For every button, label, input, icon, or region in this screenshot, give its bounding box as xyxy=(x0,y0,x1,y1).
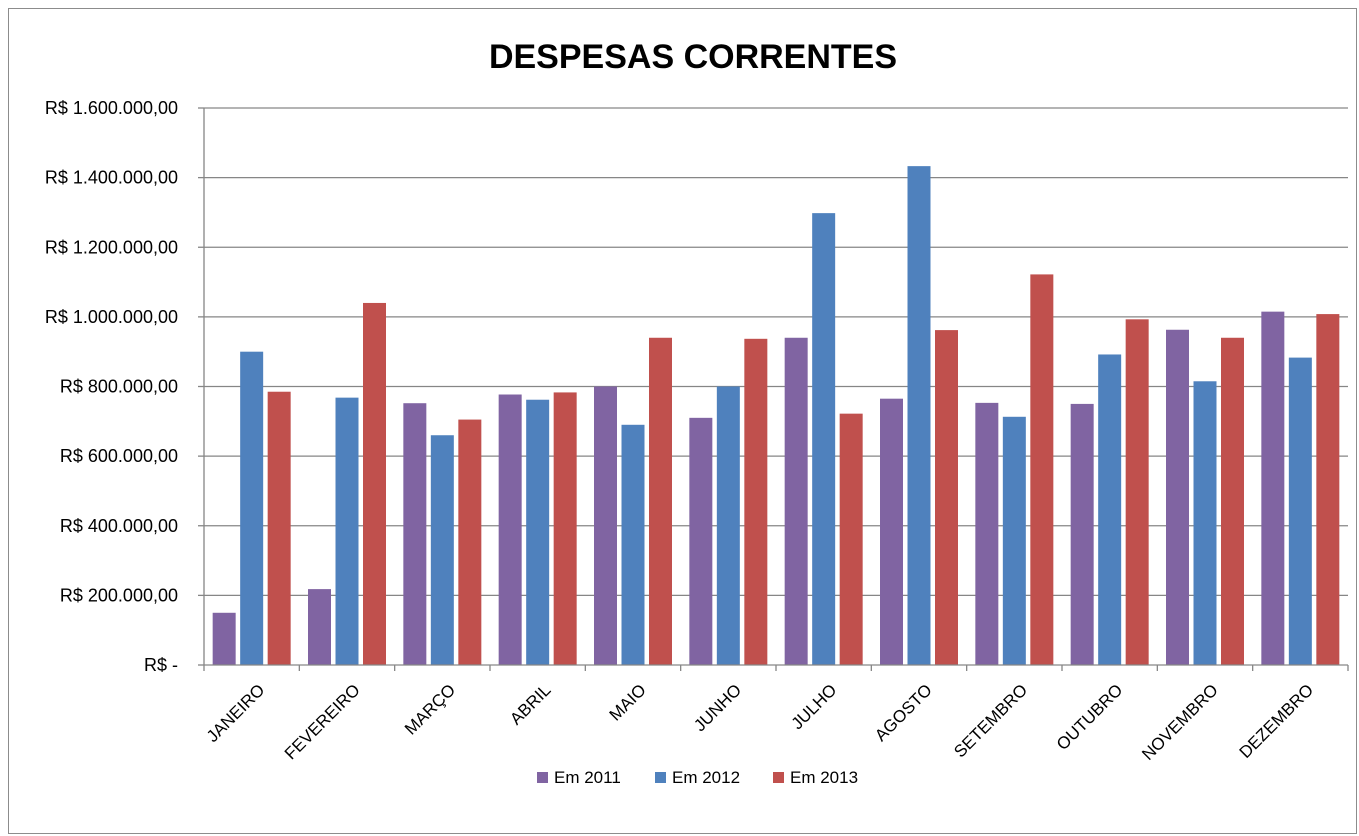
bar xyxy=(1288,357,1312,665)
bar xyxy=(689,417,713,665)
y-tick-label: R$ 600.000,00 xyxy=(60,446,178,466)
bar xyxy=(526,399,550,665)
bar xyxy=(240,351,264,665)
x-tick-label: AGOSTO xyxy=(871,680,936,745)
bar xyxy=(1098,354,1122,665)
bar xyxy=(1221,337,1244,665)
x-tick-label: JANEIRO xyxy=(203,680,269,746)
bar xyxy=(594,386,617,665)
x-tick-label: FEVEREIRO xyxy=(281,680,364,763)
x-tick-label: ABRIL xyxy=(506,680,554,728)
x-tick-label: MAIO xyxy=(606,680,650,724)
y-tick-label: R$ 800.000,00 xyxy=(60,377,178,397)
bar xyxy=(430,435,454,665)
y-tick-label: R$ 1.000.000,00 xyxy=(45,307,178,327)
bar xyxy=(784,337,808,665)
bar xyxy=(649,337,672,665)
bar xyxy=(1193,381,1217,665)
bar xyxy=(1125,319,1149,665)
legend-label: Em 2011 xyxy=(554,768,621,787)
bar xyxy=(907,166,931,665)
legend-swatch xyxy=(773,772,784,783)
y-tick-label: R$ 1.400.000,00 xyxy=(45,168,178,188)
axes xyxy=(198,107,1349,671)
chart-title: DESPESAS CORRENTES xyxy=(489,38,897,76)
bar xyxy=(308,589,331,665)
bar xyxy=(621,424,645,665)
y-tick-label: R$ 200.000,00 xyxy=(60,585,178,605)
legend-swatch xyxy=(655,772,666,783)
bar xyxy=(212,612,236,665)
bar xyxy=(744,338,768,665)
x-tick-label: NOVEMBRO xyxy=(1138,680,1222,764)
bar xyxy=(839,413,863,665)
x-tick-label: MARÇO xyxy=(401,680,459,738)
y-tick-label: R$ - xyxy=(144,655,178,675)
bar xyxy=(812,213,836,666)
bar xyxy=(553,392,577,665)
x-tick-label: SETEMBRO xyxy=(950,680,1031,761)
bar xyxy=(880,398,903,665)
bar xyxy=(1316,314,1340,665)
bar xyxy=(935,330,958,665)
bar xyxy=(458,419,482,665)
legend-swatch xyxy=(537,772,548,783)
bar xyxy=(975,402,999,665)
y-axis-tick-labels: R$ - R$ 200.000,00 R$ 400.000,00 R$ 600.000… xyxy=(45,98,178,675)
bar xyxy=(267,391,291,665)
legend-label: Em 2012 xyxy=(672,768,740,787)
bar xyxy=(1070,403,1094,665)
legend-label: Em 2013 xyxy=(790,768,858,787)
bar xyxy=(335,397,359,665)
x-tick-label: JULHO xyxy=(788,680,841,733)
gridlines xyxy=(204,107,1348,597)
bar xyxy=(498,394,522,665)
x-axis-tick-labels: JANEIRO FEVEREIRO MARÇO ABRIL MAIO JUNHO JULHO… xyxy=(203,680,1317,764)
x-tick-label: OUTUBRO xyxy=(1053,680,1127,754)
bar xyxy=(403,403,427,665)
bar xyxy=(1030,274,1054,665)
bar xyxy=(1002,416,1026,665)
bar xyxy=(1166,329,1189,665)
y-tick-label: R$ 1.600.000,00 xyxy=(45,98,178,118)
y-tick-label: R$ 400.000,00 xyxy=(60,516,178,536)
bar xyxy=(363,302,386,665)
y-tick-label: R$ 1.200.000,00 xyxy=(45,237,178,257)
bars xyxy=(212,166,1340,666)
x-tick-label: JUNHO xyxy=(690,680,745,735)
bar xyxy=(716,386,740,665)
legend: Em 2011 Em 2012 Em 2013 xyxy=(537,768,858,787)
bar xyxy=(1261,311,1285,665)
x-tick-label: DEZEMBRO xyxy=(1236,680,1318,762)
